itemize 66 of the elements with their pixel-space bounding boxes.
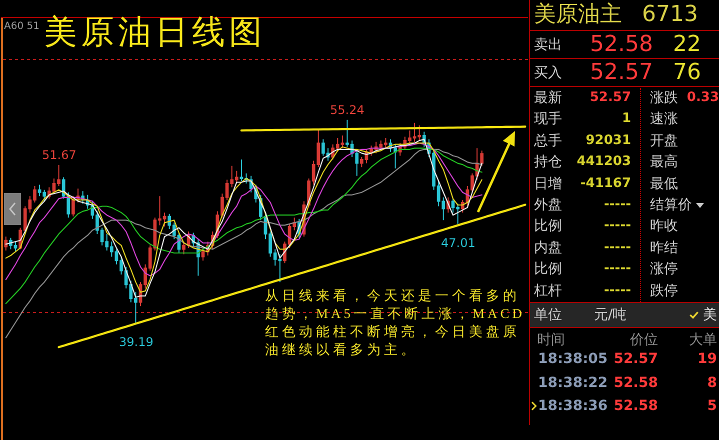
text: 18:38:36	[538, 397, 608, 415]
text: 8	[707, 374, 717, 392]
text: -----	[604, 260, 631, 278]
text: 内盘	[534, 238, 562, 257]
annotation: 从日线来看，今天还是一个看多的趋势，MA5一直不断上涨，MACD红色动能柱不断增亮，今日美盘原油继续以看多为主。	[265, 287, 526, 359]
candlestick	[394, 144, 397, 169]
text: 持仓	[534, 153, 562, 172]
text: 92031	[586, 132, 631, 150]
text: 大单	[689, 331, 717, 349]
text: 52.58	[590, 32, 653, 58]
text: 76	[673, 60, 701, 86]
text: 比例	[534, 217, 562, 236]
text: -41167	[580, 174, 631, 193]
text: 最高	[650, 153, 678, 172]
text: 杠杆	[534, 282, 562, 300]
candlestick	[4, 236, 8, 251]
text: 52.58	[614, 397, 658, 415]
text: 涨跌	[650, 89, 678, 107]
text: 52.57	[614, 350, 658, 368]
text: 最低	[650, 174, 678, 193]
text: 涨停	[650, 260, 678, 278]
text: 19	[698, 350, 717, 368]
text: 18:38:05	[538, 350, 608, 368]
annotation: 51.67	[42, 148, 76, 162]
text: 总手	[534, 132, 562, 150]
text: 52.57	[590, 60, 653, 86]
annotation: 55.24	[330, 103, 364, 117]
text: 0.33	[686, 89, 719, 107]
text: 22	[673, 32, 701, 58]
text: 52.58	[614, 374, 658, 392]
text: 美	[703, 306, 717, 324]
chart-title: 美原油日线图	[44, 14, 266, 52]
text: 价位	[630, 331, 658, 349]
text: 时间	[537, 331, 565, 349]
text: 52.57	[590, 89, 631, 107]
text: 美原油主	[534, 2, 622, 28]
text: 结算价	[650, 196, 692, 214]
text: 昨收	[650, 217, 678, 236]
text: 18:38:22	[538, 374, 608, 392]
text: 现手	[534, 110, 562, 128]
text: 跌停	[650, 282, 678, 300]
text: 比例	[534, 260, 562, 278]
annotation: 39.19	[119, 335, 154, 349]
candlestick	[480, 150, 484, 166]
text: 5	[707, 397, 717, 415]
text: -----	[604, 282, 631, 300]
text: 元/吨	[594, 306, 627, 324]
text: 单位	[534, 306, 562, 324]
annotation: 47.01	[441, 236, 476, 250]
text: 外盘	[534, 196, 562, 214]
candlestick	[201, 247, 205, 262]
text: 6713	[642, 2, 698, 28]
text: 卖出	[534, 36, 562, 55]
text: -----	[604, 196, 631, 214]
text: 买入	[534, 64, 562, 83]
text: 开盘	[650, 132, 678, 150]
text: 1	[622, 110, 631, 128]
annotation: A60 51	[4, 20, 40, 33]
text: -----	[604, 217, 631, 236]
text: 441203	[576, 153, 631, 172]
text: 速涨	[650, 110, 678, 128]
text: 昨结	[650, 238, 678, 257]
text: -----	[604, 238, 631, 257]
text: 日增	[534, 174, 562, 193]
text: 最新	[534, 89, 562, 107]
candlestick	[72, 196, 75, 217]
